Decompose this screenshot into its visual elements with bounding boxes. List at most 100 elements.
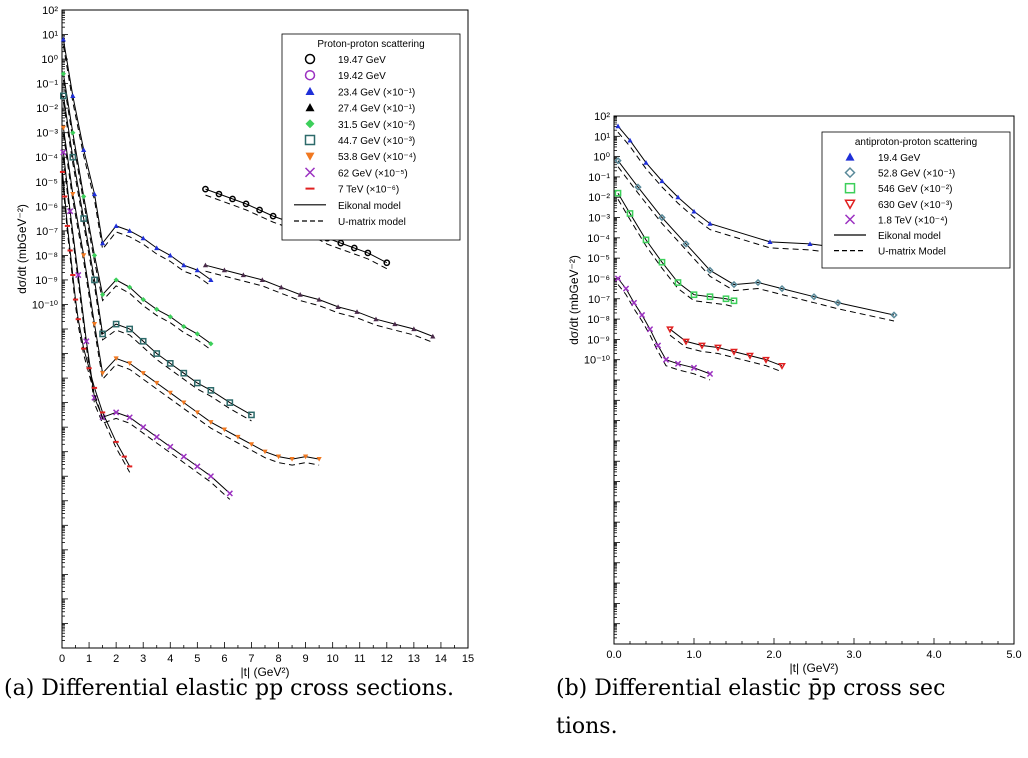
data-point: [834, 299, 842, 307]
data-point: [674, 360, 682, 367]
data-point: [226, 399, 234, 406]
data-point: [722, 295, 730, 303]
x-tick-label: 1: [86, 653, 92, 665]
data-point: [140, 235, 146, 241]
legend-title: Proton-proton scattering: [317, 39, 424, 50]
data-point: [226, 490, 233, 497]
x-tick-label: 8: [275, 653, 281, 665]
u-matrix-curve: [669, 334, 783, 373]
data-point: [60, 36, 66, 42]
legend-box: [281, 33, 461, 241]
y-tick-label: 10⁻⁶: [587, 273, 610, 285]
data-point: [154, 306, 160, 312]
caption-b-line2: tions.: [556, 714, 618, 739]
data-point: [127, 284, 133, 290]
data-point: [75, 271, 82, 279]
y-tick-label: 10⁻⁵: [35, 177, 58, 189]
y-tick-label: 10⁻⁴: [35, 152, 58, 164]
x-axis-title: |t| (GeV²): [241, 665, 290, 679]
data-point: [66, 208, 74, 215]
data-point: [666, 326, 674, 334]
data-point: [100, 371, 106, 376]
eikonal-curve: [617, 192, 735, 302]
legend-entry-label: Eikonal model: [878, 231, 941, 242]
legend-entry-label: 630 GeV (×10⁻³): [878, 200, 952, 211]
y-tick-label: 10⁻⁹: [587, 334, 610, 346]
legend-marker: [305, 152, 315, 161]
data-point: [91, 322, 98, 327]
y-axis-title: dσ/dt (mbGeV⁻²): [567, 255, 581, 345]
legend-entry-label: 19.4 GeV: [878, 153, 921, 164]
data-point: [208, 277, 214, 283]
legend-entry-label: U-matrix model: [338, 217, 406, 228]
legend-marker: [844, 167, 856, 179]
legend-entry-label: Eikonal model: [338, 201, 401, 212]
legend-marker: [844, 214, 856, 225]
data-point: [642, 236, 650, 244]
y-tick-label: 10⁻¹: [588, 172, 610, 184]
data-point: [113, 356, 119, 362]
u-matrix-curve: [62, 45, 212, 287]
data-point: [646, 326, 654, 333]
data-point: [100, 292, 106, 298]
data-point: [626, 210, 634, 217]
data-point: [778, 362, 786, 370]
u-matrix-curve: [62, 158, 231, 500]
y-tick-label: 10¹: [594, 131, 610, 143]
data-point: [140, 424, 147, 431]
data-point: [259, 277, 265, 283]
y-tick-label: 10⁻¹⁰: [32, 299, 59, 311]
y-tick-label: 10⁻²: [588, 192, 610, 204]
y-tick-label: 10⁰: [593, 152, 610, 164]
u-matrix-curve: [62, 101, 252, 422]
x-tick-label: 10: [327, 653, 339, 665]
data-point: [91, 276, 98, 284]
data-point: [682, 338, 690, 346]
eikonal-curve: [617, 160, 895, 316]
data-point: [627, 137, 633, 143]
data-point: [70, 130, 76, 136]
data-point: [706, 293, 714, 301]
data-point: [807, 241, 813, 247]
eikonal-curve: [62, 171, 131, 467]
data-point: [335, 304, 341, 309]
legend-entry-label: 1.8 TeV (×10⁻⁴): [878, 215, 948, 226]
x-tick-label: 0: [59, 653, 65, 665]
data-point: [658, 258, 666, 266]
data-point: [662, 356, 670, 363]
y-tick-label: 10⁻⁷: [36, 226, 58, 238]
data-point: [80, 215, 88, 222]
x-tick-label: 0.0: [606, 649, 621, 661]
y-tick-label: 10⁻⁷: [588, 294, 610, 306]
data-point: [126, 414, 133, 421]
data-point: [91, 191, 98, 197]
data-point: [112, 320, 120, 328]
data-point: [730, 280, 738, 289]
data-point: [194, 410, 200, 416]
u-matrix-curve: [62, 177, 131, 473]
y-tick-label: 10⁰: [41, 54, 58, 66]
data-point: [113, 277, 119, 283]
x-tick-label: 13: [408, 653, 420, 665]
x-tick-label: 5: [194, 653, 200, 665]
data-point: [202, 185, 209, 193]
data-point: [208, 420, 214, 425]
data-point: [127, 228, 133, 233]
data-point: [643, 160, 649, 165]
data-point: [91, 252, 98, 258]
data-point: [256, 206, 263, 214]
data-point: [69, 153, 77, 161]
caption-b-line1: (b) Differential elastic p̄p cross sec: [556, 676, 946, 701]
legend-entry-label: 19.47 GeV: [338, 55, 386, 66]
data-point: [60, 149, 67, 156]
data-point: [127, 361, 133, 366]
data-point: [235, 434, 241, 440]
x-tick-label: 9: [303, 653, 309, 665]
x-tick-label: 12: [381, 653, 393, 665]
data-point: [411, 326, 417, 332]
data-point: [240, 272, 246, 278]
legend-marker: [304, 167, 316, 178]
data-point: [690, 291, 698, 299]
legend: Proton-proton scattering 19.47 GeV 19.42 G…: [281, 33, 461, 241]
data-point: [706, 370, 714, 378]
